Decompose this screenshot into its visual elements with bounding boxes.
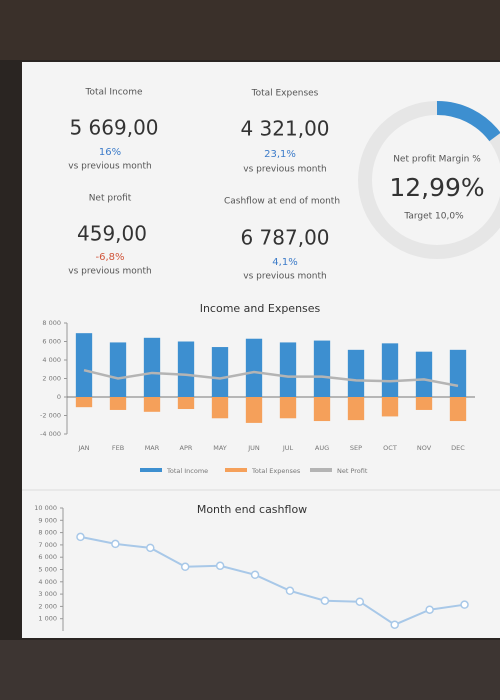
- y-tick-label: 4 000: [42, 356, 61, 364]
- marker: [180, 562, 190, 572]
- kpi-title: Total Income: [85, 88, 143, 98]
- legend-label: Total Income: [166, 467, 208, 475]
- kpi-value: 5 669,00: [69, 116, 158, 140]
- y-tick-label: 6 000: [42, 338, 61, 346]
- bar: [449, 397, 467, 422]
- marker: [320, 596, 330, 605]
- y-tick-label: 8 000: [38, 529, 57, 537]
- x-tick-label: AUG: [315, 444, 329, 452]
- kpi-value: 4 321,00: [240, 117, 329, 141]
- bar: [109, 342, 127, 397]
- y-tick-label: 10 000: [34, 504, 57, 512]
- bar: [279, 342, 297, 397]
- background-top: [0, 0, 500, 60]
- margin-target: Target 10,0%: [403, 212, 464, 222]
- y-tick-label: 4 000: [38, 578, 57, 586]
- marker: [111, 539, 120, 549]
- x-tick-label: JAN: [77, 444, 89, 452]
- bar: [177, 341, 195, 397]
- marker: [215, 561, 225, 571]
- x-tick-label: DEC: [451, 444, 465, 452]
- kpi-change: 4,1%: [272, 257, 297, 268]
- kpi-title: Total Expenses: [251, 89, 319, 99]
- bar: [449, 349, 467, 397]
- y-tick-label: 7 000: [38, 541, 57, 549]
- y-tick-label: -2 000: [40, 412, 61, 420]
- margin-title: Net profit Margin %: [393, 155, 481, 165]
- bar: [415, 351, 433, 397]
- bar: [109, 397, 127, 410]
- marker: [76, 532, 85, 542]
- bar: [75, 397, 93, 408]
- x-tick-label: JUN: [247, 444, 260, 452]
- x-tick-label: MAY: [213, 444, 227, 452]
- marker: [425, 605, 434, 614]
- y-tick-label: -4 000: [40, 430, 61, 438]
- bar: [143, 397, 161, 412]
- y-tick-label: 5 000: [38, 566, 57, 574]
- legend-label: Total Expenses: [251, 467, 301, 475]
- x-tick-label: NOV: [417, 444, 432, 452]
- x-tick-label: MAR: [145, 444, 160, 452]
- bar: [245, 338, 263, 397]
- bar: [415, 397, 433, 410]
- y-tick-label: 2 000: [42, 375, 61, 383]
- y-tick-label: 8 000: [42, 319, 61, 327]
- line: [83, 368, 459, 388]
- bar: [211, 347, 229, 397]
- kpi-value: 6 787,00: [240, 226, 329, 250]
- line: [80, 535, 465, 626]
- monitor-bezel: [0, 640, 500, 700]
- chart-title: Month end cashflow: [197, 503, 307, 516]
- y-tick-label: 3 000: [38, 590, 57, 598]
- y-tick-label: 2 000: [38, 602, 57, 610]
- marker: [390, 620, 399, 629]
- x-tick-label: SEP: [350, 444, 362, 452]
- x-tick-label: JUL: [282, 444, 294, 452]
- y-tick-label: 9 000: [38, 516, 57, 524]
- kpi-note: vs previous month: [68, 267, 151, 277]
- bar: [177, 397, 195, 410]
- marker: [355, 597, 365, 606]
- bar: [313, 340, 331, 397]
- kpi-change: 16%: [99, 147, 121, 158]
- y-tick-label: 6 000: [38, 553, 57, 561]
- legend-swatch: [140, 468, 162, 472]
- kpi-note: vs previous month: [68, 162, 151, 172]
- y-tick-label: 0: [57, 393, 61, 401]
- margin-value: 12,99%: [389, 173, 484, 202]
- marker: [285, 586, 295, 596]
- y-tick-label: 1 000: [38, 615, 57, 623]
- marker: [250, 570, 260, 580]
- kpi-value: 459,00: [77, 222, 147, 246]
- kpi-title: Cashflow at end of month: [224, 197, 340, 207]
- bar: [381, 343, 399, 397]
- legend-swatch: [310, 468, 332, 472]
- bar: [313, 397, 331, 422]
- kpi-note: vs previous month: [243, 165, 326, 175]
- chart-title: Income and Expenses: [200, 302, 321, 315]
- x-tick-label: APR: [180, 444, 193, 452]
- gauge-arc: [436, 100, 500, 142]
- kpi-title: Net profit: [89, 194, 132, 204]
- x-tick-label: FEB: [112, 444, 124, 452]
- x-tick-label: OCT: [383, 444, 397, 452]
- bar: [279, 397, 297, 419]
- bar: [143, 337, 161, 397]
- kpi-note: vs previous month: [243, 272, 326, 282]
- bar: [211, 397, 229, 419]
- legend-swatch: [225, 468, 247, 472]
- bar: [347, 397, 365, 421]
- kpi-change: -6,8%: [95, 252, 124, 263]
- bar: [75, 333, 93, 397]
- marker: [460, 600, 469, 609]
- bar: [347, 349, 365, 397]
- marker: [146, 543, 155, 553]
- bar: [245, 397, 263, 423]
- kpi-change: 23,1%: [264, 149, 296, 160]
- legend-label: Net Profit: [337, 467, 368, 475]
- bar: [381, 397, 399, 417]
